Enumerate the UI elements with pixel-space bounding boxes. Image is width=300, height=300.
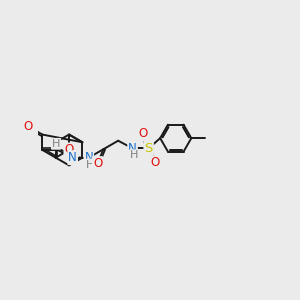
Text: H: H <box>52 139 60 149</box>
Text: N: N <box>84 151 93 164</box>
Text: O: O <box>150 156 159 169</box>
Text: O: O <box>93 157 102 170</box>
Text: H: H <box>85 160 94 170</box>
Text: O: O <box>24 120 33 133</box>
Text: H: H <box>130 150 138 160</box>
Text: O: O <box>138 128 147 140</box>
Text: N: N <box>68 151 77 164</box>
Text: S: S <box>145 142 153 155</box>
Text: N: N <box>128 142 137 155</box>
Text: O: O <box>64 143 74 157</box>
